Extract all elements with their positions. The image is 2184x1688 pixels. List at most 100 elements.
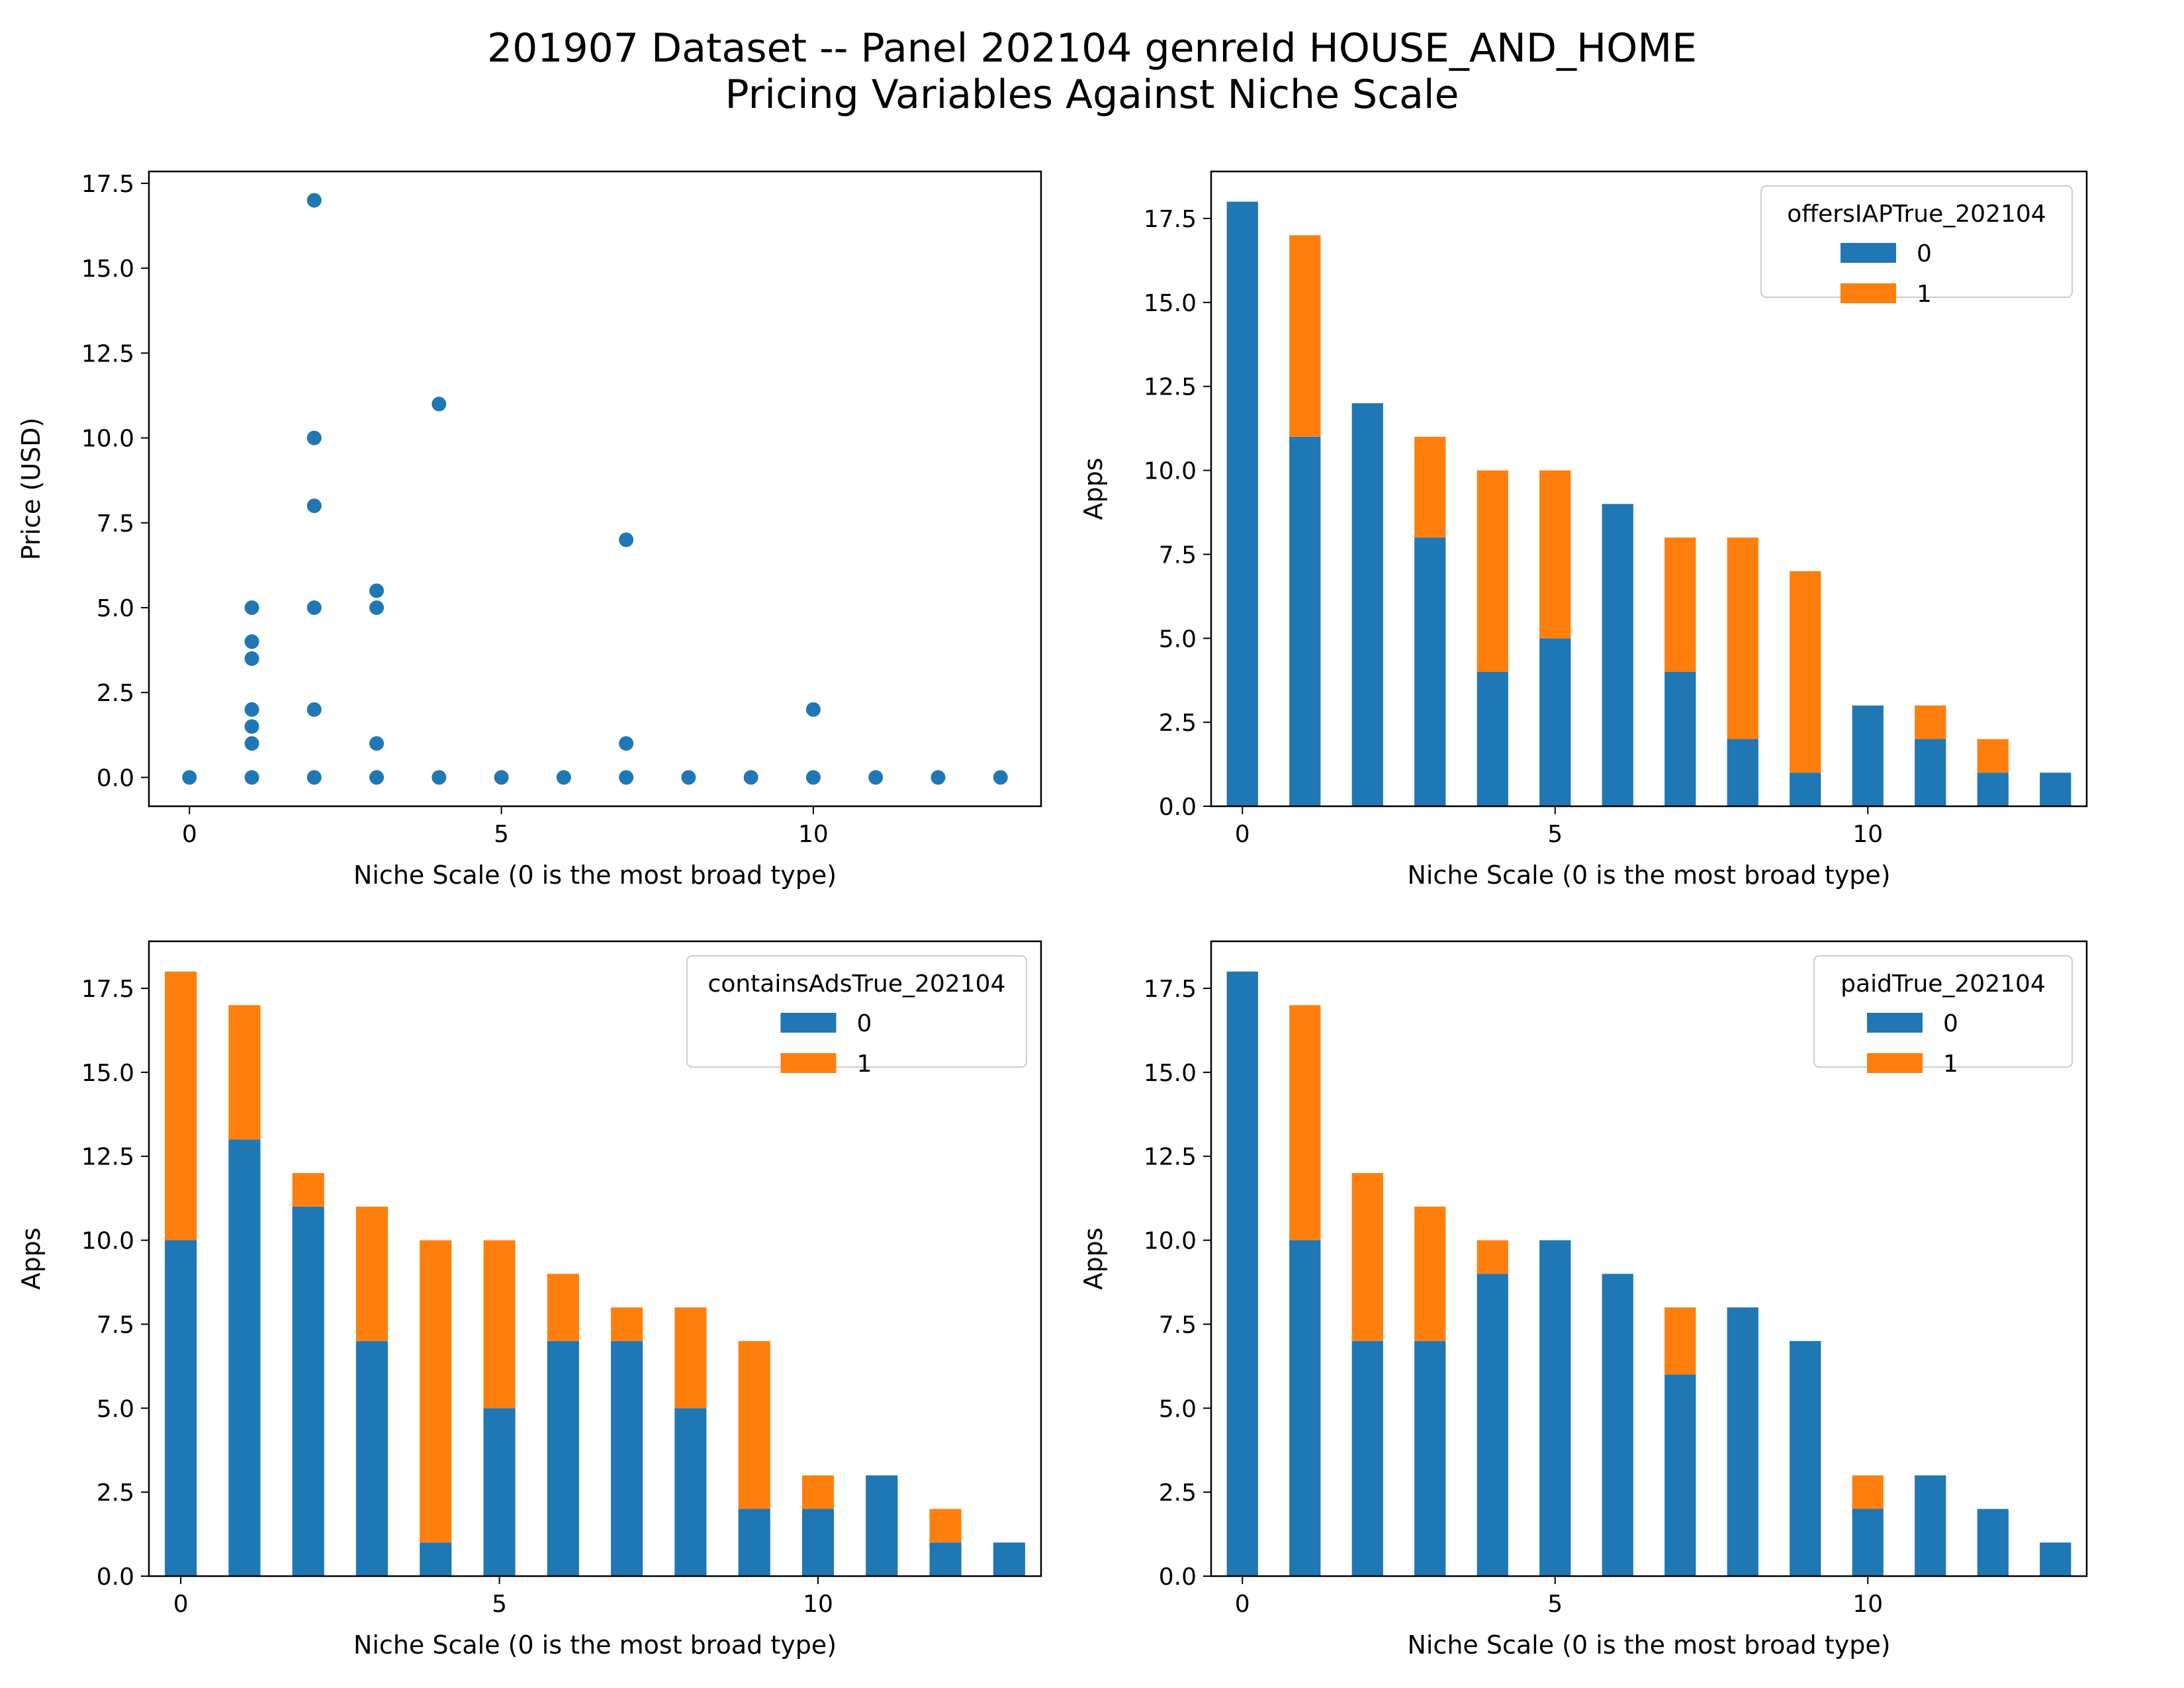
x-axis-label: Niche Scale (0 is the most broad type) [1407, 861, 1890, 890]
bar-series-0 [483, 1408, 516, 1576]
y-tick-label: 5.0 [97, 1395, 134, 1423]
plot-frame [1210, 940, 2088, 1577]
bar-series-0 [1539, 1240, 1571, 1576]
y-tick-label: 15.0 [81, 256, 134, 283]
legend-swatch-1 [1867, 1053, 1923, 1073]
bar-series-1 [1727, 538, 1758, 739]
bar-series-1 [547, 1274, 579, 1341]
bar-series-0 [738, 1509, 770, 1576]
bar-series-0 [1477, 1274, 1508, 1576]
scatter-point [306, 193, 322, 208]
legend-swatch-0 [780, 1013, 837, 1033]
bar-series-0 [1477, 672, 1508, 806]
bar-series-0 [355, 1340, 388, 1576]
scatter-point [182, 770, 197, 785]
scatter-point [306, 498, 322, 514]
bar-series-0 [1539, 638, 1571, 806]
bar-series-1 [1790, 571, 1821, 773]
y-tick-label: 7.5 [1159, 541, 1197, 569]
bar-series-0 [611, 1340, 643, 1576]
figure-title-line-1: 201907 Dataset -- Panel 202104 genreId H… [486, 25, 1698, 71]
bar-series-1 [1539, 470, 1571, 639]
plot-area [182, 193, 1008, 785]
y-tick-label: 15.0 [1144, 1060, 1197, 1087]
scatter-point [619, 532, 634, 547]
bar-series-1 [1289, 1005, 1321, 1241]
y-tick-label: 7.5 [97, 1311, 134, 1338]
scatter-point [244, 770, 259, 785]
bar-series-1 [611, 1307, 643, 1341]
bar-series-1 [1414, 1206, 1446, 1341]
bar-series-1 [1915, 705, 1946, 739]
bar-series-0 [547, 1340, 579, 1576]
scatter-point [432, 770, 447, 785]
bar-series-0 [801, 1509, 835, 1576]
y-tick-label: 15.0 [81, 1060, 134, 1087]
legend-box [1813, 955, 2073, 1068]
bar-series-1 [674, 1307, 707, 1409]
bar-series-0 [1977, 1509, 2009, 1576]
bar-series-0 [1226, 971, 1258, 1576]
x-tick-label: 10 [1852, 1591, 1883, 1618]
legend: paidTrue_202104 0 1 [1813, 955, 2073, 1078]
bar-series-0 [929, 1542, 962, 1576]
bar-series-1 [1477, 1240, 1508, 1274]
bar-series-1 [1477, 470, 1508, 673]
scatter-point [306, 702, 322, 717]
legend-swatch-1 [780, 1053, 837, 1073]
legend-label-0: 0 [857, 1010, 872, 1037]
scatter-point [244, 634, 259, 649]
bar-series-1 [1289, 235, 1321, 437]
bar-series-0 [228, 1139, 261, 1576]
bar-series-1 [483, 1240, 516, 1409]
bar-series-0 [1727, 739, 1758, 806]
legend-label-1: 1 [1917, 281, 1932, 308]
y-tick-label: 0.0 [97, 1564, 134, 1591]
bar-series-0 [1664, 1374, 1696, 1576]
x-tick-label: 0 [1235, 821, 1250, 848]
scatter-point [619, 736, 634, 751]
legend-title: paidTrue_202104 [1841, 970, 2046, 998]
x-tick-label: 0 [1235, 1591, 1250, 1618]
bar-series-0 [1852, 1509, 1884, 1576]
legend-box [686, 955, 1027, 1068]
y-axis-label: Price (USD) [17, 418, 46, 561]
y-tick-label: 0.0 [1159, 1564, 1197, 1591]
bar-series-0 [1727, 1307, 1758, 1576]
scatter-point [369, 600, 385, 615]
y-tick-label: 2.5 [97, 1479, 134, 1507]
bar-series-1 [292, 1173, 324, 1207]
y-tick-label: 12.5 [1144, 1144, 1197, 1171]
y-tick-label: 15.0 [1144, 290, 1197, 317]
legend-swatch-0 [1867, 1013, 1923, 1033]
scatter-point [244, 736, 259, 751]
y-tick-label: 2.5 [1159, 710, 1197, 737]
y-tick-label: 5.0 [1159, 1395, 1197, 1423]
bar-series-0 [1790, 1340, 1821, 1576]
x-tick-label: 0 [182, 821, 197, 848]
bar-series-0 [1915, 1475, 1946, 1576]
y-tick-label: 12.5 [81, 1144, 134, 1171]
x-tick-label: 10 [1852, 821, 1883, 848]
bar-series-0 [866, 1475, 898, 1576]
bar-series-0 [1915, 739, 1946, 806]
bar-series-1 [355, 1206, 388, 1341]
x-tick-label: 10 [798, 821, 829, 848]
y-tick-label: 0.0 [1159, 794, 1197, 821]
bar-series-1 [1414, 436, 1446, 538]
scatter-point [244, 702, 259, 717]
y-tick-label: 7.5 [1159, 1311, 1197, 1338]
bar-series-0 [1351, 403, 1383, 806]
bar-series-0 [1602, 504, 1633, 806]
bar-series-0 [1414, 1340, 1446, 1576]
x-tick-label: 5 [1547, 821, 1563, 848]
scatter-point [556, 770, 571, 785]
scatter-point [244, 719, 259, 734]
y-tick-label: 0.0 [97, 765, 134, 792]
legend-label-0: 0 [1917, 240, 1932, 267]
legend: offersIAPTrue_202104 0 1 [1760, 185, 2073, 308]
x-tick-label: 5 [1547, 1591, 1563, 1618]
scatter-point [681, 770, 696, 785]
